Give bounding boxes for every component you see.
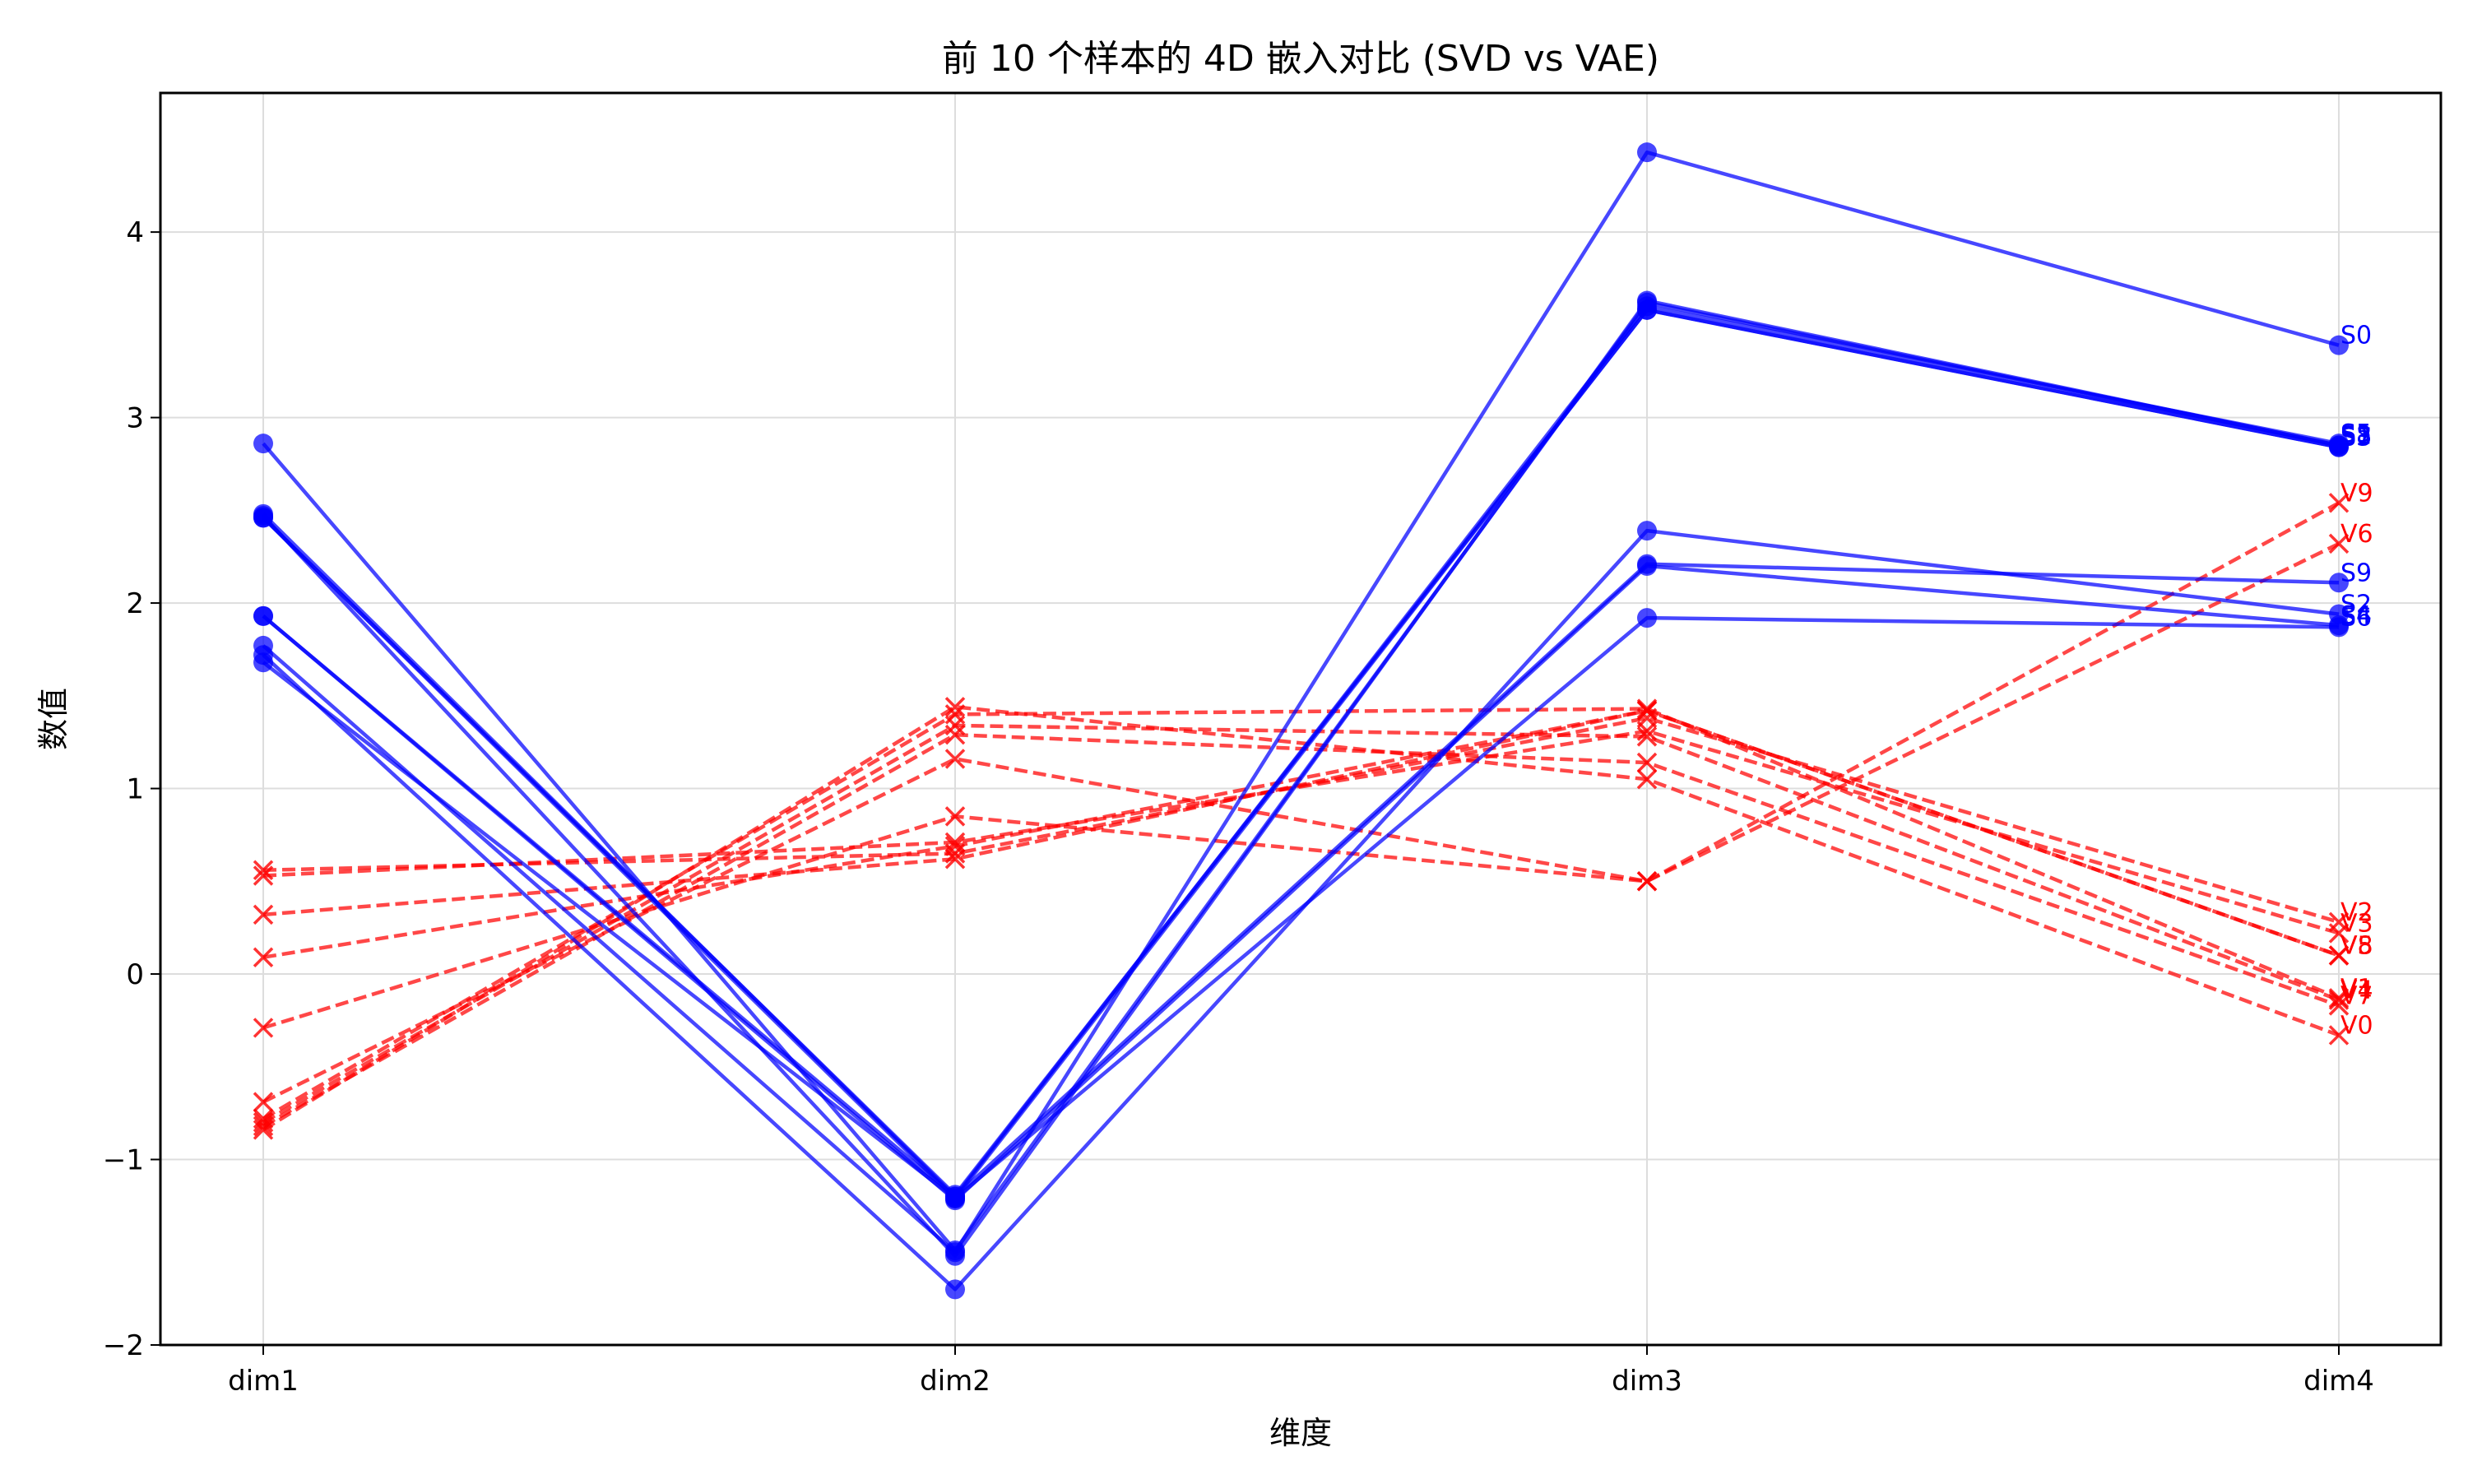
- point-V7-dim3: [1636, 752, 1658, 773]
- series-line-V9: [262, 501, 2340, 1104]
- point-S0-dim4: [2329, 335, 2349, 355]
- point-V6-dim2: [944, 806, 966, 827]
- point-S8-dim1: [253, 434, 273, 454]
- y-tick-label--1: −1: [103, 1144, 144, 1177]
- point-V8-dim4: [2328, 945, 2350, 966]
- series-label-V8: V8: [2340, 931, 2373, 960]
- point-S0-dim3: [1637, 142, 1657, 163]
- series-label-V1: V1: [2340, 974, 2373, 1003]
- point-V0-dim4: [2328, 1025, 2350, 1046]
- point-S6-dim4: [2329, 617, 2349, 638]
- point-V4-dim2: [944, 715, 966, 736]
- series-label-S7: S7: [2340, 424, 2372, 452]
- series-label-V7: V7: [2340, 981, 2373, 1010]
- series-line-V1: [262, 707, 2340, 1120]
- y-tick-label--2: −2: [103, 1329, 144, 1362]
- series-label-V5: V5: [2340, 931, 2373, 960]
- point-V7-dim4: [2328, 995, 2350, 1016]
- series-label-S9: S9: [2340, 559, 2372, 587]
- point-V8-dim1: [253, 904, 274, 925]
- point-S8-dim3: [1637, 292, 1657, 313]
- point-V8-dim2: [944, 849, 966, 870]
- point-S9-dim2: [945, 1186, 965, 1207]
- point-V6-dim1: [253, 1018, 274, 1038]
- y-tick-label-0: 0: [126, 958, 144, 991]
- point-V0-dim3: [1636, 769, 1658, 790]
- series-label-S8: S8: [2340, 421, 2372, 450]
- point-V9-dim1: [253, 1092, 274, 1112]
- series-label-S0: S0: [2340, 322, 2372, 350]
- point-V7-dim2: [944, 724, 966, 745]
- series-line-S7: [262, 308, 2340, 1201]
- series-label-S3: S3: [2340, 424, 2372, 452]
- point-V6-dim4: [2328, 533, 2350, 554]
- point-V5-dim1: [253, 947, 274, 967]
- series-label-S4: S4: [2340, 601, 2372, 630]
- series-label-V9: V9: [2340, 479, 2373, 508]
- x-tick-label-dim3: dim3: [1612, 1365, 1682, 1398]
- series-label-S5: S5: [2340, 420, 2372, 448]
- series-layer: [253, 142, 2350, 1300]
- point-V8-dim3: [1636, 700, 1658, 721]
- point-V9-dim3: [1636, 871, 1658, 892]
- point-V3-dim2: [944, 832, 966, 853]
- x-tick-label-dim4: dim4: [2303, 1365, 2374, 1398]
- series-line-S0: [262, 150, 2340, 1254]
- series-label-V2: V2: [2340, 898, 2373, 927]
- series-label-V4: V4: [2340, 976, 2373, 1005]
- point-S9-dim3: [1637, 554, 1657, 574]
- series-label-S1: S1: [2340, 421, 2372, 450]
- y-tick-label-2: 2: [126, 587, 144, 620]
- point-V3-dim1: [253, 865, 274, 886]
- point-S6-dim1: [253, 652, 273, 673]
- x-tick-label-dim1: dim1: [228, 1365, 299, 1398]
- y-tick-label-3: 3: [126, 402, 144, 435]
- point-S9-dim4: [2329, 573, 2349, 593]
- series-label-V0: V0: [2340, 1011, 2373, 1040]
- series-label-V3: V3: [2340, 909, 2373, 938]
- x-tick-label-dim2: dim2: [920, 1365, 990, 1398]
- y-axis-title: 数值: [35, 688, 72, 750]
- series-label-S6: S6: [2340, 603, 2372, 632]
- point-S7-dim1: [253, 508, 273, 528]
- series-line-V6: [262, 541, 2340, 1030]
- point-V7-dim1: [253, 1115, 274, 1137]
- point-S2-dim3: [1637, 521, 1657, 541]
- point-S8-dim4: [2329, 435, 2349, 456]
- point-V4-dim3: [1636, 726, 1658, 747]
- point-S2-dim2: [945, 1279, 965, 1300]
- series-line-S9: [262, 562, 2340, 1199]
- point-V4-dim4: [2328, 990, 2350, 1010]
- series-line-V7: [262, 732, 2340, 1128]
- grid-layer: [160, 93, 2441, 1346]
- series-line-S6: [262, 615, 2340, 1201]
- x-axis-title: 维度: [1269, 1415, 1332, 1451]
- point-V9-dim2: [944, 749, 966, 769]
- y-tick-label-1: 1: [126, 773, 144, 806]
- chart-title: 前 10 个样本的 4D 嵌入对比 (SVD vs VAE): [942, 38, 1659, 80]
- series-label-V6: V6: [2340, 520, 2373, 549]
- plot-frame: [159, 91, 2442, 1347]
- y-tick-label-4: 4: [126, 216, 144, 249]
- point-S6-dim3: [1637, 608, 1657, 628]
- series-label-S2: S2: [2340, 591, 2372, 619]
- point-S9-dim1: [253, 605, 273, 626]
- tick-layer: dim1 dim2 dim3 dim4 −2 −1 0 1 2 3 4: [103, 216, 2374, 1398]
- series-line-S8: [262, 300, 2340, 1253]
- point-V9-dim4: [2328, 493, 2350, 513]
- point-V3-dim4: [2328, 923, 2350, 944]
- point-V4-dim1: [253, 1112, 274, 1133]
- point-S8-dim2: [945, 1241, 965, 1261]
